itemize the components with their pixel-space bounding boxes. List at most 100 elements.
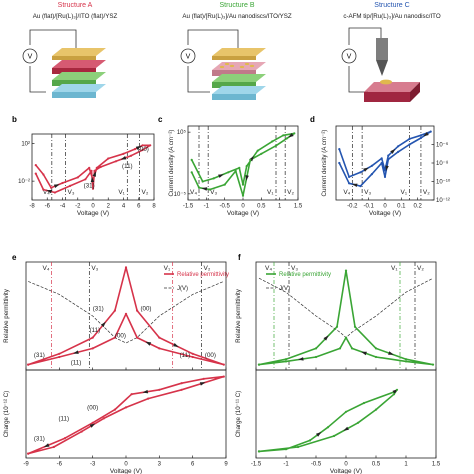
data-point bbox=[197, 186, 201, 189]
direction-arrow bbox=[173, 343, 179, 347]
x-tick-label: 9 bbox=[224, 462, 228, 468]
y-tick-label: 10⁵ bbox=[177, 129, 187, 136]
data-point bbox=[99, 165, 102, 169]
x-tick-label: -0.5 bbox=[311, 462, 322, 468]
threshold-label: V₄ bbox=[190, 189, 197, 196]
direction-arrow bbox=[363, 167, 369, 172]
plot-frame bbox=[25, 369, 227, 459]
data-point bbox=[223, 183, 226, 186]
data-point bbox=[63, 437, 66, 440]
data-point bbox=[238, 166, 241, 169]
chart-panel-c: V₄ V₃ V₁ V₂ -1.5 -1 -0.5 0 0.5 1 1.5 Voltage (V) 10⁵… bbox=[168, 125, 303, 217]
structure-b-title: Structure B bbox=[219, 2, 254, 9]
data-point bbox=[90, 169, 93, 172]
data-point bbox=[147, 397, 150, 400]
data-point bbox=[397, 145, 400, 148]
data-point bbox=[52, 445, 55, 449]
data-point bbox=[158, 347, 161, 350]
data-point bbox=[249, 158, 252, 161]
structure-a-gold-layer bbox=[52, 48, 106, 56]
threshold-label: V₁ bbox=[118, 189, 125, 196]
structure-b-schematic: Structure B Au (flat)/[Ru(L)₃]/Au nanodi… bbox=[180, 2, 292, 100]
data-point bbox=[190, 158, 193, 161]
data-point bbox=[34, 172, 37, 175]
direction-arrow bbox=[343, 426, 349, 431]
jv-curve bbox=[28, 281, 224, 344]
direction-arrow bbox=[43, 443, 50, 448]
data-point bbox=[362, 401, 366, 405]
structure-c-nanodisc bbox=[380, 79, 392, 85]
direction-arrow bbox=[199, 382, 206, 386]
data-point bbox=[149, 144, 152, 147]
x-tick-label: -2 bbox=[75, 204, 81, 210]
threshold-label: V₂ bbox=[423, 189, 430, 196]
x-tick-label: 0.5 bbox=[257, 204, 266, 210]
data-point bbox=[124, 312, 128, 315]
data-point bbox=[124, 266, 128, 269]
direction-arrow bbox=[73, 350, 79, 354]
panel-letter-c: c bbox=[158, 115, 163, 124]
data-point bbox=[257, 363, 261, 366]
state-annotation: (31) bbox=[34, 435, 45, 442]
data-point bbox=[308, 439, 312, 442]
threshold-label: V₁ bbox=[391, 265, 398, 272]
data-point bbox=[397, 150, 400, 153]
x-tick-label: -8 bbox=[29, 204, 35, 210]
data-point bbox=[208, 188, 212, 191]
state-annotation: (31) bbox=[93, 306, 104, 313]
x-tick-label: 6 bbox=[137, 204, 141, 210]
data-point bbox=[222, 363, 225, 366]
data-point bbox=[380, 161, 383, 165]
panel-letter-b: b bbox=[12, 115, 17, 124]
data-point bbox=[260, 152, 263, 155]
data-point bbox=[359, 185, 362, 188]
x-tick-label: -6 bbox=[57, 462, 63, 468]
direction-arrow bbox=[135, 145, 142, 150]
data-point bbox=[241, 194, 245, 197]
data-point bbox=[190, 171, 193, 174]
afm-tip-icon bbox=[376, 60, 388, 76]
x-tick-label: -0.1 bbox=[363, 204, 374, 210]
chart-panel-f: V₄ V₃ V₁ V₂ Relative permittivity Relative pe… bbox=[235, 261, 437, 371]
data-point bbox=[282, 134, 285, 137]
panel-letter-f: f bbox=[238, 253, 241, 262]
plot-frame bbox=[255, 261, 437, 371]
y-axis-label: Current density (A cm⁻²) bbox=[168, 130, 175, 197]
data-point bbox=[380, 157, 383, 160]
data-point bbox=[374, 347, 378, 350]
data-point bbox=[370, 173, 373, 176]
data-point bbox=[91, 187, 95, 190]
voltmeter-a-symbol: V bbox=[28, 54, 33, 61]
voltmeter-b-symbol: V bbox=[186, 54, 191, 61]
threshold-label: V₂ bbox=[204, 265, 211, 272]
data-point bbox=[374, 408, 378, 411]
structure-a-schematic: Structure A Au (flat)/[Ru(L)₃]/ITO (flat… bbox=[22, 2, 118, 98]
data-point bbox=[344, 269, 348, 272]
direction-arrow bbox=[100, 321, 106, 328]
data-point bbox=[348, 175, 351, 178]
x-tick-label: 0 bbox=[383, 204, 387, 210]
data-point bbox=[114, 160, 117, 163]
x-tick-label: 1.5 bbox=[294, 204, 303, 210]
data-point bbox=[256, 149, 259, 152]
afm-tip-body bbox=[376, 38, 388, 60]
panel-letter-e: e bbox=[12, 253, 17, 262]
direction-arrow bbox=[288, 133, 294, 138]
direction-arrow bbox=[53, 184, 60, 188]
data-point bbox=[431, 363, 435, 366]
x-tick-label: 1 bbox=[404, 462, 408, 468]
data-point bbox=[387, 158, 390, 161]
data-point bbox=[227, 171, 230, 174]
x-tick-label: -0.2 bbox=[347, 204, 358, 210]
data-point bbox=[42, 173, 45, 176]
legend-label-jv: J(V) bbox=[177, 286, 188, 292]
structure-b-ito-layer bbox=[212, 74, 266, 82]
voltmeter-b-icon bbox=[180, 48, 196, 64]
x-tick-label: 0.5 bbox=[372, 462, 381, 468]
data-point bbox=[102, 417, 105, 420]
data-point bbox=[285, 137, 289, 140]
x-axis-label: Voltage (V) bbox=[369, 210, 401, 217]
structure-c-title: Structure C bbox=[374, 2, 409, 9]
data-point bbox=[180, 388, 183, 391]
legend-label-jv: J(V) bbox=[279, 286, 290, 292]
